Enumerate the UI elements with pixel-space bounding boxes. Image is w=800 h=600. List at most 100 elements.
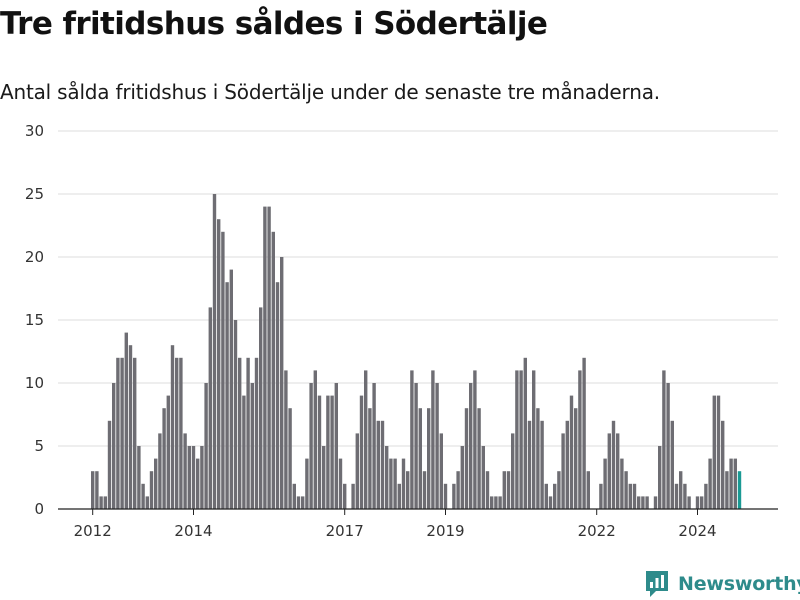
bar — [166, 395, 170, 509]
bar — [128, 345, 133, 509]
bar — [124, 332, 128, 509]
bar — [204, 383, 208, 509]
bar — [191, 446, 196, 509]
bar — [229, 269, 233, 509]
bar — [611, 420, 616, 509]
bar — [653, 496, 658, 509]
bar — [158, 433, 162, 509]
bar — [179, 357, 183, 509]
bar — [729, 458, 733, 509]
bar — [154, 458, 158, 509]
bar — [473, 370, 477, 509]
bar — [275, 282, 280, 509]
gridlines — [58, 130, 778, 447]
bar — [536, 408, 540, 509]
bar — [599, 483, 603, 509]
bar — [632, 483, 637, 509]
bar — [393, 458, 397, 509]
bar — [212, 194, 217, 509]
bar — [103, 496, 107, 509]
y-tick-label: 25 — [25, 185, 44, 203]
bar — [712, 395, 716, 509]
bar — [322, 446, 326, 509]
y-tick-label: 15 — [25, 311, 44, 329]
page-subtitle: Antal sålda fritidshus i Södertälje unde… — [0, 80, 660, 104]
bar — [616, 433, 620, 509]
bar — [527, 420, 532, 509]
bar — [532, 370, 536, 509]
data-label: 3 — [739, 0, 749, 4]
bar — [498, 496, 502, 509]
bar — [544, 483, 548, 509]
bar — [548, 496, 553, 509]
bar — [271, 231, 275, 510]
bar — [464, 408, 469, 509]
data-labels: 3 — [739, 0, 749, 4]
bar — [506, 471, 511, 509]
bar — [183, 433, 187, 509]
bar — [385, 446, 389, 509]
bar — [99, 496, 103, 509]
bar — [351, 483, 355, 509]
bar — [141, 483, 145, 509]
x-tick-label: 2022 — [578, 522, 616, 540]
bar — [254, 357, 259, 509]
bar — [418, 408, 422, 509]
bar — [380, 420, 385, 509]
y-tick-label: 20 — [25, 248, 44, 266]
bar — [355, 433, 359, 509]
bar — [313, 370, 317, 509]
bar — [721, 420, 725, 509]
bar — [490, 496, 494, 509]
bar — [561, 433, 565, 509]
bar — [217, 219, 221, 509]
x-tick-label: 2017 — [326, 522, 364, 540]
bar — [170, 345, 175, 509]
bar — [511, 433, 515, 509]
y-tick-label: 10 — [25, 374, 44, 392]
bar — [305, 458, 309, 509]
bar — [624, 471, 628, 509]
bar — [687, 496, 691, 509]
y-axis-labels: 0 5 10 15 20 25 30 — [25, 122, 44, 518]
bar — [116, 357, 120, 509]
bar — [628, 483, 632, 509]
bar — [250, 383, 254, 509]
bar — [427, 408, 431, 509]
bar — [284, 370, 288, 509]
bar — [515, 370, 519, 509]
brand-logo: Newsworthy — [644, 568, 800, 600]
bar — [586, 471, 590, 509]
bar — [301, 496, 305, 509]
bar — [112, 383, 116, 509]
bar — [242, 395, 246, 509]
bar — [637, 496, 641, 509]
bar — [452, 483, 456, 509]
bar — [288, 408, 292, 509]
bar — [700, 496, 704, 509]
bar — [578, 370, 582, 509]
bar — [481, 446, 485, 509]
bar — [326, 395, 330, 509]
bar — [238, 357, 242, 509]
bar — [574, 408, 578, 509]
bar — [397, 483, 401, 509]
bar — [569, 395, 574, 509]
x-tick-label: 2024 — [678, 522, 716, 540]
bar — [296, 496, 301, 509]
bar — [263, 206, 267, 509]
bar — [469, 383, 473, 509]
bar — [133, 357, 137, 509]
bar — [485, 471, 490, 509]
bar — [120, 357, 124, 509]
bar — [519, 370, 523, 509]
x-axis-labels: 2012 2014 2017 2019 2022 2024 — [74, 509, 717, 540]
bar — [683, 483, 687, 509]
bar — [200, 446, 204, 509]
bar — [187, 446, 191, 509]
bar — [292, 483, 296, 509]
bar — [414, 383, 418, 509]
bar — [641, 496, 645, 509]
bar — [708, 458, 712, 509]
bar — [145, 496, 149, 509]
